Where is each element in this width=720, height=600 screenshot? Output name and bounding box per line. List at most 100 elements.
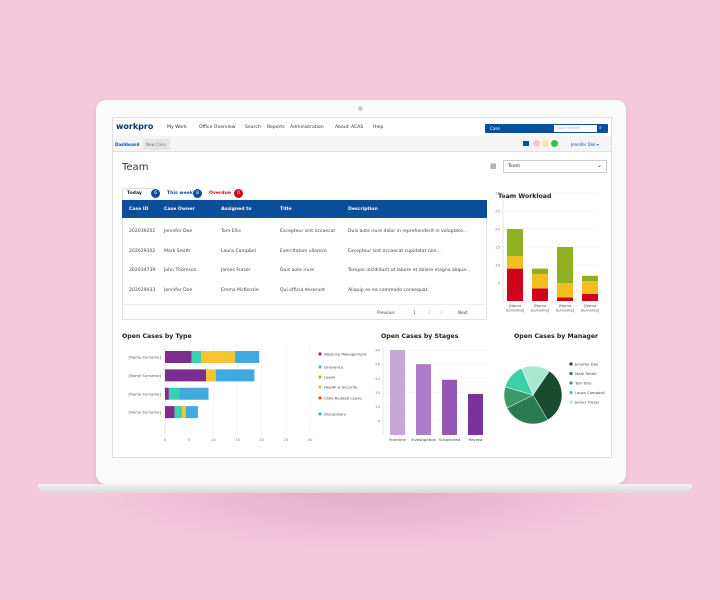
nav-search[interactable]: Search	[245, 125, 261, 130]
legend-swatch	[318, 365, 322, 369]
search-icon[interactable]: ⌕	[599, 124, 602, 131]
workload-bar-segment	[507, 256, 523, 269]
table-cell: Excepteur sint occaecat	[280, 229, 336, 234]
legend-label: Health & Security	[324, 385, 358, 390]
tab-overdue[interactable]: Overdue	[209, 191, 231, 196]
type-bar-segment	[215, 369, 255, 382]
legend-swatch	[318, 375, 322, 379]
x-tick-label: Suspended	[439, 437, 461, 442]
workload-bar-segment	[557, 297, 573, 301]
nav-acas[interactable]: ACAS	[351, 125, 364, 130]
case-type-select[interactable]: Case	[490, 125, 500, 131]
pie-slice	[532, 370, 563, 421]
workload-bar-segment	[557, 283, 573, 298]
workload-bar-segment	[532, 268, 548, 274]
team-select[interactable]	[503, 160, 607, 173]
table-cell: James Fraser	[221, 268, 251, 273]
subtab-bar	[113, 136, 611, 152]
pagination-next[interactable]: Next	[458, 310, 468, 315]
nav-administration[interactable]: Administration	[290, 125, 324, 130]
x-tick-label: Review	[469, 437, 484, 442]
case-id-link[interactable]: 202029033	[129, 287, 156, 293]
column-header: Assigned to	[221, 207, 252, 212]
y-tick-label: 30	[495, 191, 500, 196]
grid-view-icon[interactable]: ▦	[490, 162, 497, 170]
type-bar-segment	[168, 387, 180, 400]
table-cell: Duis aute irure	[280, 268, 315, 273]
table-cell: Mark Smith	[164, 248, 191, 254]
legend-swatch	[569, 362, 573, 366]
table-cell: Qui officia deserunt	[280, 287, 326, 293]
legend-swatch	[318, 352, 322, 356]
y-tick-label: 15	[375, 390, 380, 395]
type-bar-segment	[174, 406, 182, 419]
pie-slice	[506, 394, 549, 425]
status-green-icon[interactable]	[551, 140, 558, 147]
y-tick-label: 5	[498, 281, 501, 286]
workload-bar-segment	[507, 229, 523, 256]
nav-reports[interactable]: Reports	[267, 125, 285, 130]
tab-dashboard[interactable]: Dashboard	[115, 142, 140, 147]
legend-label: James Fraser	[574, 400, 600, 405]
quick-search-input[interactable]	[554, 125, 597, 132]
case-id-link[interactable]: 202039202	[129, 229, 156, 234]
page-title: Team	[122, 162, 149, 173]
nav-about[interactable]: About	[335, 125, 349, 130]
legend-label: Mark Smith	[575, 371, 597, 376]
legend-swatch	[569, 390, 573, 395]
user-menu[interactable]: Jennifer Doe ▾	[571, 142, 599, 147]
table-cell: Duis aute irure dolor in reprehenderit i…	[348, 229, 468, 234]
workload-bar-segment	[532, 288, 548, 301]
pagination-3[interactable]: 3	[440, 310, 443, 315]
y-tick-label: [Name Surname]	[129, 391, 162, 396]
type-bar-segment	[165, 406, 175, 419]
legend-swatch	[569, 400, 573, 404]
type-bar-segment	[179, 387, 209, 400]
type-bar-segment	[185, 406, 198, 419]
legend-swatch	[318, 385, 322, 389]
y-tick-label: 25	[495, 209, 500, 214]
tab-today[interactable]: Today	[127, 191, 142, 196]
table-cell: Excepteur sint occaecat cupidatat non...	[348, 248, 441, 254]
legend-label: Tom Ellis	[574, 381, 591, 386]
workload-bar-segment	[582, 293, 598, 301]
tab-new-case[interactable]: New Case	[146, 142, 166, 147]
tab-this-week[interactable]: This week	[167, 191, 193, 196]
x-tick-label: Frontline	[389, 437, 406, 442]
table-cell: Jennifer Doe	[164, 229, 193, 234]
nav-office-overview[interactable]: Office Overview	[199, 125, 236, 130]
app-screen: workpro Case Quick search ⌕ Dashboard Ne…	[112, 117, 612, 458]
status-red-icon[interactable]	[533, 140, 540, 147]
legend-label: Laura Campbell	[575, 390, 605, 395]
y-tick-label: [Name Surname]	[129, 410, 162, 415]
chart-title: Open Cases by Stages	[381, 333, 459, 340]
stage-bar	[442, 379, 457, 435]
legend-label: Leave	[324, 375, 336, 380]
legend-label: Child Related Leave	[324, 396, 362, 401]
tab-new-case-bg	[143, 139, 170, 150]
y-tick-label: 20	[375, 376, 380, 381]
case-id-link[interactable]: 202034739	[129, 268, 156, 273]
y-tick-label: 10	[375, 404, 380, 409]
chevron-down-icon[interactable]: ⌄	[597, 162, 603, 169]
column-header: Case ID	[129, 207, 149, 212]
table-header	[122, 200, 487, 218]
y-tick-label: 30	[375, 348, 380, 353]
mail-icon[interactable]	[523, 141, 529, 146]
pagination-previous[interactable]: Previous	[377, 310, 395, 315]
type-bar-segment	[235, 351, 260, 363]
legend-swatch	[569, 381, 573, 385]
workload-bar-segment	[582, 281, 598, 294]
case-id-link[interactable]: 202029302	[129, 248, 156, 254]
pagination-2[interactable]: 2	[428, 310, 431, 315]
pagination-1[interactable]: 1	[413, 310, 416, 315]
nav-help[interactable]: Help	[373, 125, 384, 130]
column-header: Title	[280, 207, 292, 212]
status-amber-icon[interactable]	[542, 140, 549, 147]
legend-swatch	[318, 396, 322, 400]
nav-my-work[interactable]: My Work	[167, 125, 187, 130]
type-bar-segment	[181, 406, 186, 419]
y-tick-label: [Name Surname]	[129, 355, 162, 360]
stage-bar	[416, 364, 431, 435]
